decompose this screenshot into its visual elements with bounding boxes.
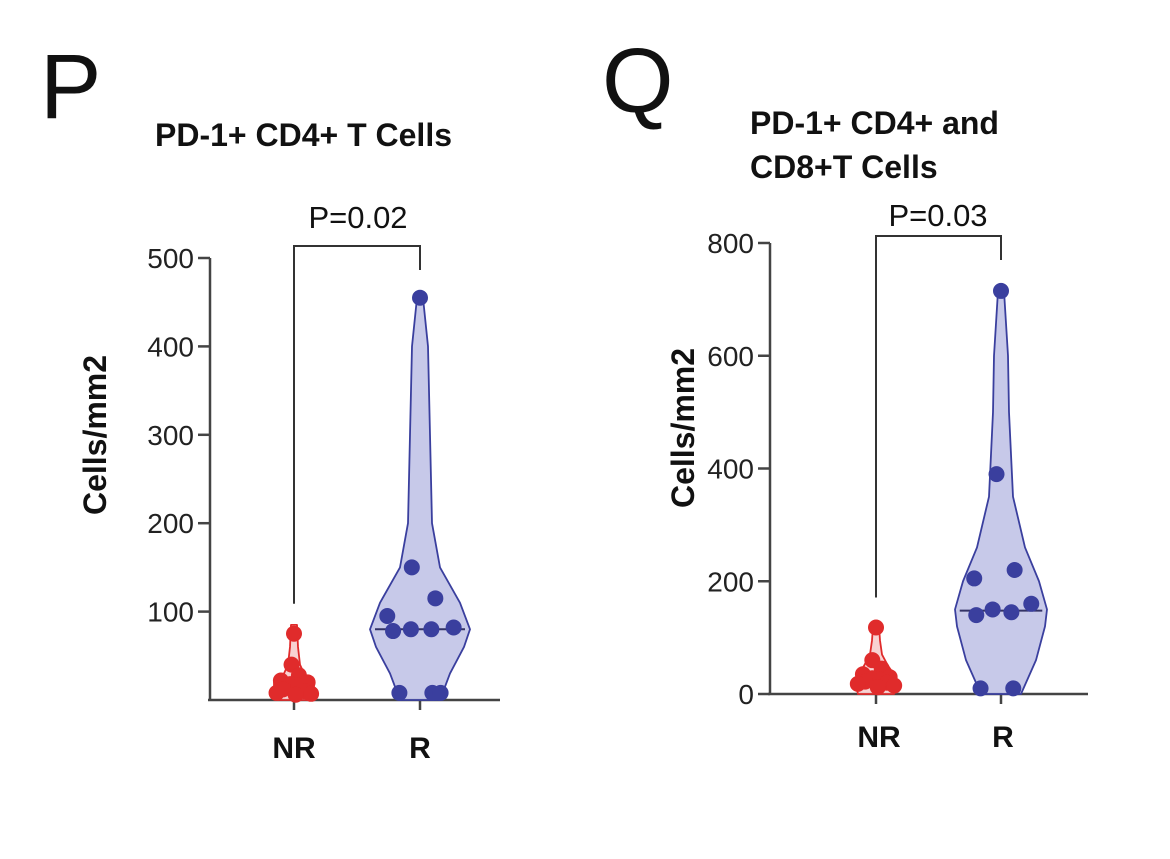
significance-bracket	[875, 235, 1002, 598]
data-point-r	[1006, 561, 1023, 578]
data-point-nr	[849, 675, 866, 692]
data-point-nr	[287, 686, 304, 703]
data-point-r	[966, 570, 983, 587]
data-point-r	[984, 601, 1001, 618]
data-point-r	[445, 619, 462, 636]
data-point-r	[403, 559, 420, 576]
p-value-label: P=0.03	[888, 198, 987, 233]
p-value-label: P=0.02	[308, 200, 407, 235]
data-point-r	[379, 608, 396, 625]
significance-bracket	[293, 245, 421, 604]
data-point-nr	[868, 619, 884, 636]
y-tick-label: 600	[707, 341, 754, 372]
data-point-r	[423, 621, 440, 638]
data-point-r	[1005, 680, 1022, 697]
y-tick-label: 100	[147, 597, 194, 628]
y-tick-label: 400	[147, 331, 194, 362]
data-point-r	[385, 623, 402, 640]
panel-q: Q PD-1+ CD4+ and CD8+T Cells P=0.03 Cell…	[602, 30, 1088, 754]
data-point-r	[1003, 604, 1020, 621]
data-point-r	[412, 289, 428, 306]
data-point-nr	[286, 625, 302, 642]
y-tick-label: 200	[147, 508, 194, 539]
data-point-nr	[303, 685, 320, 702]
y-tick-label: 800	[707, 228, 754, 259]
violin-r	[954, 290, 1048, 695]
data-point-nr	[869, 679, 886, 696]
chart-title-line-2: CD8+T Cells	[750, 149, 938, 185]
data-point-nr	[268, 684, 285, 701]
data-point-r	[432, 684, 449, 701]
data-point-r	[402, 621, 419, 638]
y-tick-label: 200	[707, 566, 754, 597]
data-point-r	[427, 590, 444, 607]
y-tick-label: 300	[147, 420, 194, 451]
x-category-label-r: R	[992, 721, 1014, 754]
x-category-label-nr: NR	[272, 732, 316, 765]
panel-letter: P	[40, 36, 101, 138]
panel-p: P PD-1+ CD4+ T Cells P=0.02 Cells/mm2 NR…	[40, 36, 500, 765]
violin-r	[369, 296, 471, 701]
y-tick-label: 400	[707, 454, 754, 485]
x-category-label-nr: NR	[857, 721, 901, 754]
y-tick-label: 0	[738, 679, 754, 710]
panel-letter: Q	[602, 30, 674, 132]
y-axis-label: Cells/mm2	[77, 355, 113, 515]
y-axis-label: Cells/mm2	[665, 348, 701, 508]
chart-title-line-1: PD-1+ CD4+ and	[750, 105, 999, 141]
data-point-r	[391, 684, 408, 701]
data-point-r	[972, 680, 989, 697]
x-category-label-r: R	[409, 732, 431, 765]
data-point-r	[1023, 595, 1040, 612]
data-point-r	[993, 282, 1009, 299]
data-point-r	[968, 607, 985, 624]
data-point-r	[988, 466, 1005, 483]
y-tick-label: 500	[147, 243, 194, 274]
data-point-nr	[886, 677, 903, 694]
chart-title: PD-1+ CD4+ T Cells	[155, 117, 452, 153]
